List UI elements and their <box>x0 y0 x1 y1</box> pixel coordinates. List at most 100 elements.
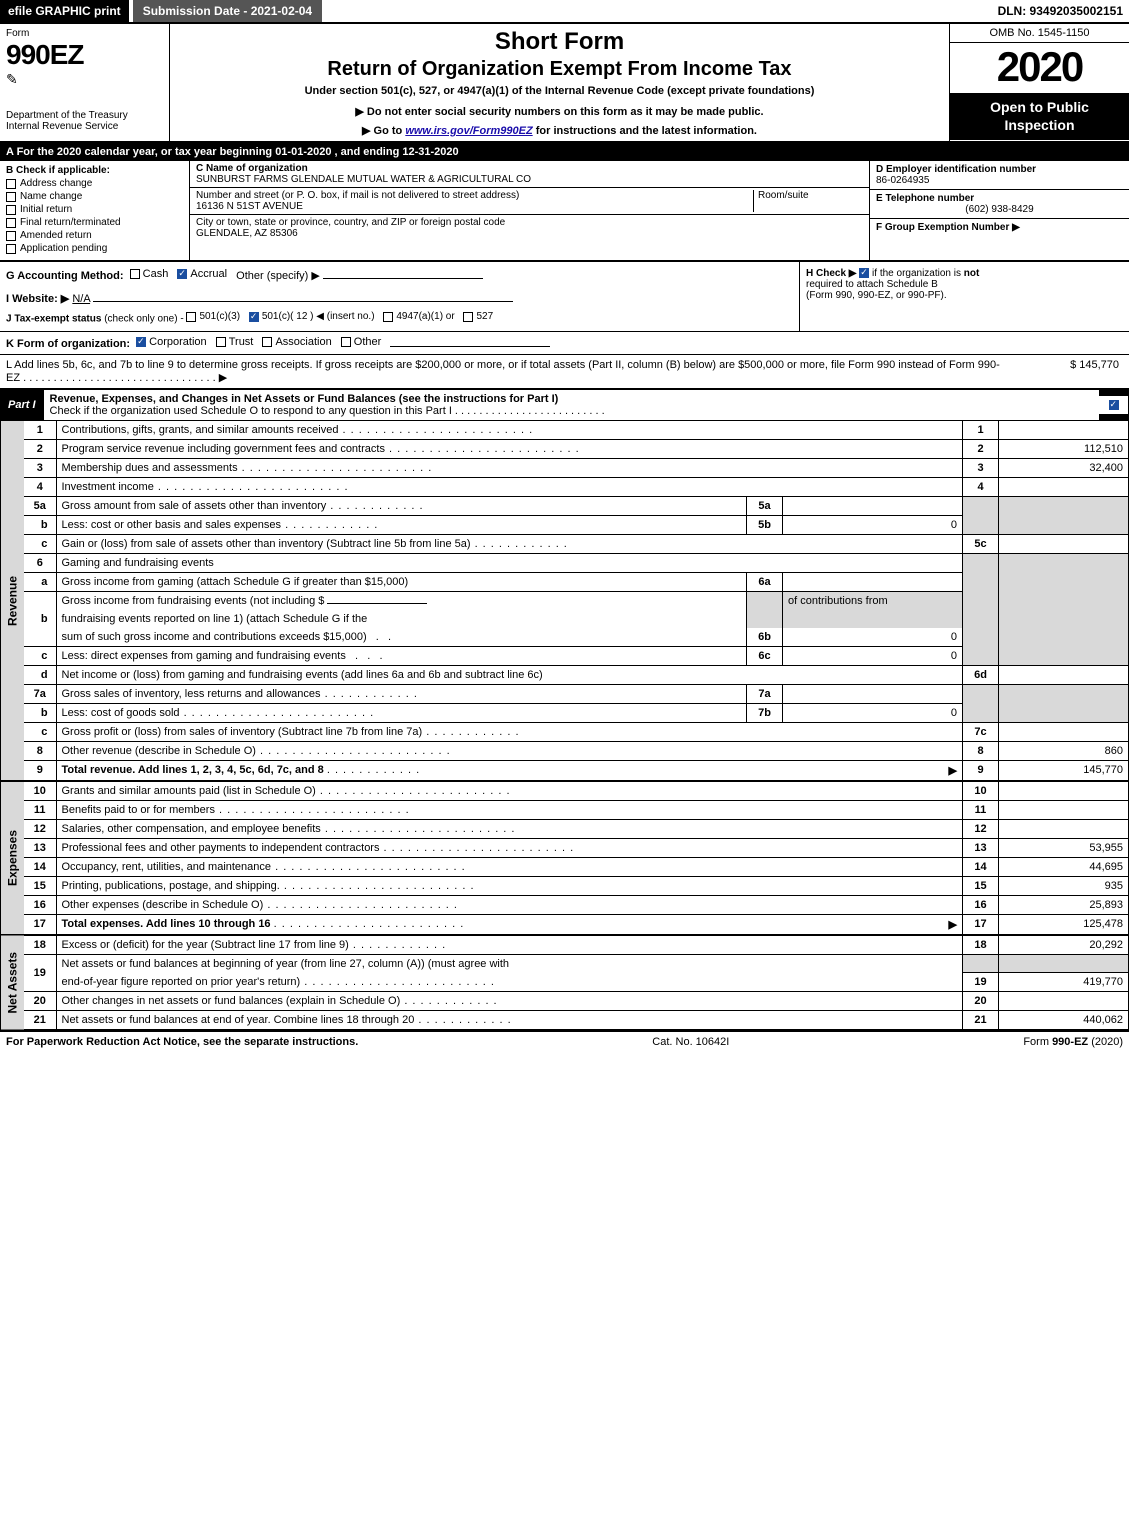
chk-cash[interactable] <box>130 269 140 279</box>
note-goto-pre: ▶ Go to <box>362 125 405 137</box>
chk-amended-return[interactable] <box>6 231 16 241</box>
expenses-section: Expenses 10 Grants and similar amounts p… <box>0 782 1129 936</box>
h-text4: (Form 990, 990-EZ, or 990-PF). <box>806 290 947 301</box>
chk-other[interactable] <box>341 337 351 347</box>
submission-date: Submission Date - 2021-02-04 <box>133 0 322 22</box>
row-18: 18 Excess or (deficit) for the year (Sub… <box>24 936 1129 955</box>
d-6b-1: Gross income from fundraising events (no… <box>56 591 747 610</box>
n-6b: b <box>24 591 56 646</box>
chk-h[interactable] <box>859 268 869 278</box>
d-5b: Less: cost or other basis and sales expe… <box>56 515 747 534</box>
rn-2: 2 <box>963 439 999 458</box>
footer-right-form: 990-EZ <box>1052 1036 1088 1048</box>
shade-6-v <box>999 553 1129 665</box>
note-ssn: ▶ Do not enter social security numbers o… <box>178 105 941 118</box>
rn-5c: 5c <box>963 534 999 553</box>
k-other-blank[interactable] <box>390 346 550 347</box>
blank-6b[interactable] <box>327 603 427 604</box>
chk-address-change[interactable] <box>6 179 16 189</box>
rv-6d <box>999 665 1129 684</box>
form-number: 990EZ <box>6 39 163 71</box>
c-org-name: SUNBURST FARMS GLENDALE MUTUAL WATER & A… <box>196 174 531 185</box>
d-11: Benefits paid to or for members <box>56 800 963 819</box>
dept-label: Department of the Treasury <box>6 110 163 121</box>
d-18: Excess or (deficit) for the year (Subtra… <box>56 936 963 955</box>
d-6b-1b: of contributions from <box>783 591 963 610</box>
shade-5ab-v <box>999 496 1129 534</box>
irs-link[interactable]: www.irs.gov/Form990EZ <box>405 125 532 137</box>
rv-9: 145,770 <box>999 760 1129 780</box>
footer-left: For Paperwork Reduction Act Notice, see … <box>6 1036 358 1048</box>
shade-7 <box>963 684 999 722</box>
e-label: E Telephone number <box>876 193 974 204</box>
opt-amended-return: Amended return <box>20 230 92 241</box>
d-7c: Gross profit or (loss) from sales of inv… <box>56 722 963 741</box>
e-phone: (602) 938-8429 <box>876 204 1123 215</box>
rv-11 <box>999 800 1129 819</box>
mn-7a: 7a <box>747 684 783 703</box>
chk-trust[interactable] <box>216 337 226 347</box>
row-21: 21 Net assets or fund balances at end of… <box>24 1011 1129 1030</box>
chk-accrual[interactable] <box>177 269 187 279</box>
d-10: Grants and similar amounts paid (list in… <box>56 782 963 801</box>
row-1: 1 Contributions, gifts, grants, and simi… <box>24 421 1129 440</box>
rv-12 <box>999 819 1129 838</box>
chk-501c[interactable] <box>249 312 259 322</box>
rv-2: 112,510 <box>999 439 1129 458</box>
d-19-2: end-of-year figure reported on prior yea… <box>56 973 963 992</box>
n-14: 14 <box>24 857 56 876</box>
j-4: 527 <box>476 311 493 322</box>
rn-9: 9 <box>963 760 999 780</box>
chk-501c3[interactable] <box>186 312 196 322</box>
d-5c: Gain or (loss) from sale of assets other… <box>56 534 963 553</box>
d-6a: Gross income from gaming (attach Schedul… <box>56 572 747 591</box>
chk-initial-return[interactable] <box>6 205 16 215</box>
addr-label: Number and street (or P. O. box, if mail… <box>196 190 519 201</box>
n-5b: b <box>24 515 56 534</box>
arrow-9: ▶ <box>949 764 957 777</box>
chk-application-pending[interactable] <box>6 244 16 254</box>
j-label: J Tax-exempt status <box>6 314 101 325</box>
page-footer: For Paperwork Reduction Act Notice, see … <box>0 1031 1129 1052</box>
chk-527[interactable] <box>463 312 473 322</box>
rv-4 <box>999 477 1129 496</box>
irs-label: Internal Revenue Service <box>6 121 163 132</box>
chk-association[interactable] <box>262 337 272 347</box>
row-19-2: end-of-year figure reported on prior yea… <box>24 973 1129 992</box>
rn-7c: 7c <box>963 722 999 741</box>
col-h: H Check ▶ if the organization is not req… <box>799 262 1129 331</box>
n-8: 8 <box>24 741 56 760</box>
chk-final-return[interactable] <box>6 218 16 228</box>
header-mid: Short Form Return of Organization Exempt… <box>170 24 949 141</box>
mv-7a <box>783 684 963 703</box>
expenses-table: 10 Grants and similar amounts paid (list… <box>24 782 1129 934</box>
chk-name-change[interactable] <box>6 192 16 202</box>
d-label: D Employer identification number <box>876 164 1036 175</box>
g-other-blank[interactable] <box>323 278 483 279</box>
rn-15: 15 <box>963 876 999 895</box>
header-left: Form 990EZ ✎ Department of the Treasury … <box>0 24 170 141</box>
d-21: Net assets or fund balances at end of ye… <box>56 1011 963 1030</box>
chk-schedule-o[interactable] <box>1109 400 1119 410</box>
n-3: 3 <box>24 458 56 477</box>
addr-value: 16136 N 51ST AVENUE <box>196 201 303 212</box>
section-g-h: G Accounting Method: Cash Accrual Other … <box>0 262 1129 332</box>
net-assets-table: 18 Excess or (deficit) for the year (Sub… <box>24 936 1129 1030</box>
f-label: F Group Exemption Number ▶ <box>876 222 1020 233</box>
rv-21: 440,062 <box>999 1011 1129 1030</box>
c-label: C Name of organization <box>196 163 308 174</box>
row-7c: c Gross profit or (loss) from sales of i… <box>24 722 1129 741</box>
chk-corporation[interactable] <box>136 337 146 347</box>
title-short-form: Short Form <box>178 28 941 56</box>
chk-4947[interactable] <box>383 312 393 322</box>
footer-right-post: (2020) <box>1088 1036 1123 1048</box>
n-7b: b <box>24 703 56 722</box>
d-6c: Less: direct expenses from gaming and fu… <box>56 646 747 665</box>
rv-1 <box>999 421 1129 440</box>
part-1-schedule-o-chk <box>1099 395 1129 415</box>
col-b-checkboxes: B Check if applicable: Address change Na… <box>0 161 190 260</box>
revenue-table: 1 Contributions, gifts, grants, and simi… <box>24 421 1129 780</box>
rv-10 <box>999 782 1129 801</box>
g-accrual: Accrual <box>190 268 227 280</box>
title-return: Return of Organization Exempt From Incom… <box>178 58 941 81</box>
